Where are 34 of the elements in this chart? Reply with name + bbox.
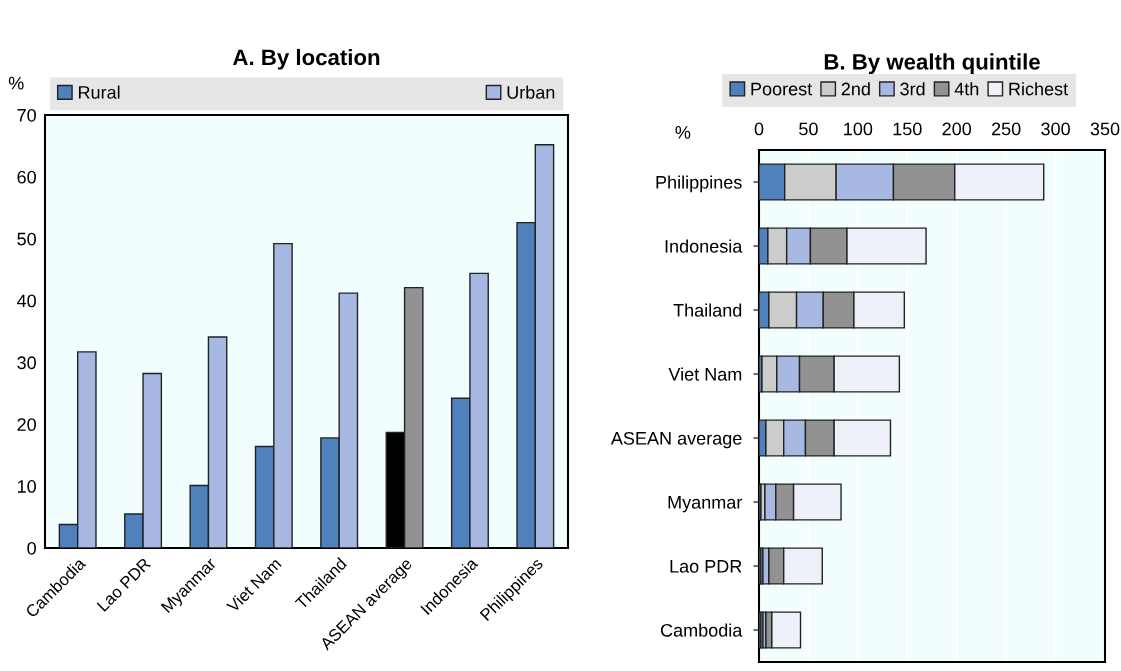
x-tick-label: 250 (991, 122, 1021, 136)
legend-label: Rural (78, 85, 120, 99)
x-tick-label: 0 (754, 122, 764, 136)
y-tick-label: 60 (17, 170, 36, 184)
x-axis-title: % (675, 126, 691, 139)
y-tick-label: 30 (17, 356, 36, 370)
y-tick-label: 70 (17, 108, 36, 122)
legend-label: 4th (954, 82, 979, 96)
x-tick-label: 300 (1041, 122, 1070, 136)
legend-label: 3rd (900, 82, 925, 96)
legend-label: Richest (1009, 82, 1069, 96)
y-tick-label: Myanmar (668, 496, 743, 513)
chart-title: B. By wealth quintile (824, 53, 1040, 75)
y-tick-label: 20 (17, 418, 36, 432)
y-tick-label: Cambodia (660, 623, 743, 637)
x-tick-label: 100 (844, 122, 873, 136)
y-tick-label: Viet Nam (668, 367, 742, 381)
x-tick-label: 350 (1090, 122, 1120, 136)
y-tick-label: 10 (17, 480, 36, 493)
y-tick-label: Indonesia (665, 239, 743, 253)
legend-label: Poorest (751, 82, 813, 96)
legend-label: Urban (507, 85, 555, 99)
x-tick-label: 150 (893, 122, 922, 136)
chart-title: A. By location (232, 48, 380, 70)
x-tick-label: 50 (799, 122, 818, 136)
y-tick-label: Thailand (673, 303, 742, 317)
x-tick-label: 200 (942, 122, 972, 136)
y-axis-title: % (8, 76, 24, 90)
y-tick-label: 0 (27, 541, 36, 555)
y-tick-label: Philippines (656, 175, 742, 193)
legend-label: 2nd (841, 82, 870, 96)
y-tick-label: 50 (17, 232, 36, 246)
y-tick-label: 40 (17, 294, 36, 308)
y-tick-label: ASEAN average (610, 431, 742, 449)
